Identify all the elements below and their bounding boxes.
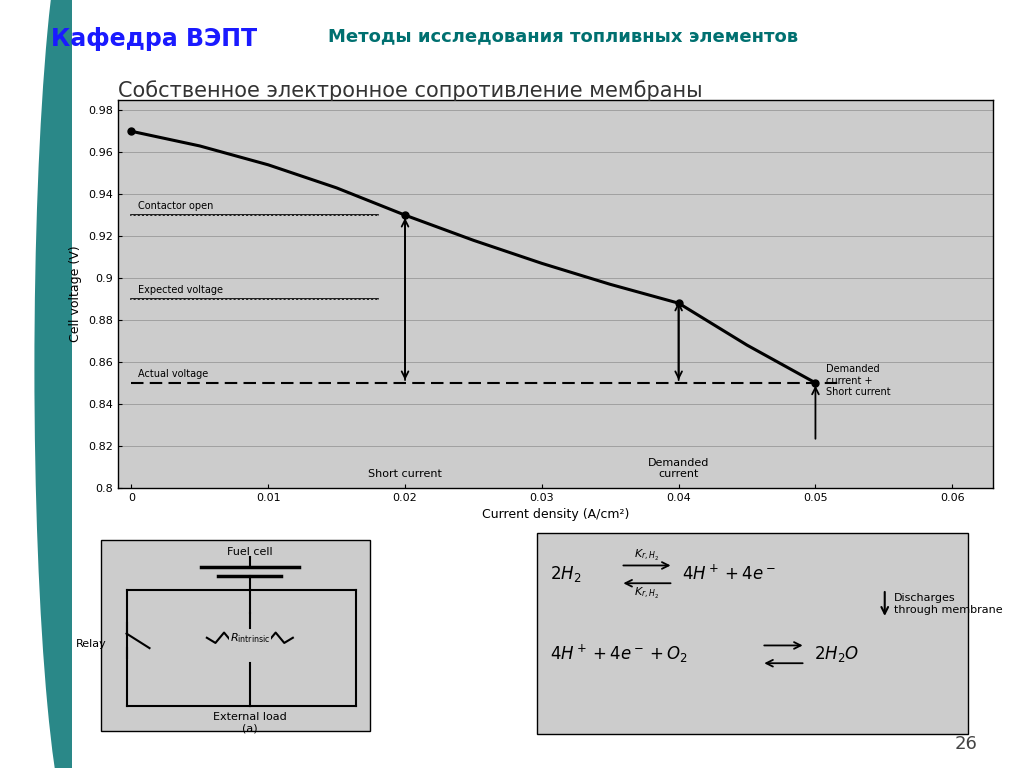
Text: (a): (a) bbox=[242, 724, 258, 734]
Text: External load: External load bbox=[213, 711, 287, 722]
Text: Собственное электронное сопротивление мембраны: Собственное электронное сопротивление ме… bbox=[118, 81, 702, 101]
Text: $2H_2$: $2H_2$ bbox=[550, 564, 582, 584]
Text: Методы исследования топливных элементов: Методы исследования топливных элементов bbox=[328, 27, 798, 45]
Text: Fuel cell: Fuel cell bbox=[227, 547, 272, 557]
Text: Expected voltage: Expected voltage bbox=[138, 285, 223, 295]
Text: Actual voltage: Actual voltage bbox=[138, 369, 209, 379]
Text: $K_{r,H_2}$: $K_{r,H_2}$ bbox=[634, 548, 659, 563]
Text: $4H^+ + 4e^- + O_2$: $4H^+ + 4e^- + O_2$ bbox=[550, 643, 688, 666]
Text: Short current: Short current bbox=[368, 469, 442, 479]
Text: Кафедра ВЭПТ: Кафедра ВЭПТ bbox=[51, 27, 257, 51]
Text: $4H^+ + 4e^-$: $4H^+ + 4e^-$ bbox=[682, 564, 776, 584]
Text: $2H_2O$: $2H_2O$ bbox=[814, 644, 860, 664]
Text: $R_{\rm intrinsic}$: $R_{\rm intrinsic}$ bbox=[229, 631, 270, 644]
Text: Demanded
current: Demanded current bbox=[648, 458, 710, 479]
Text: Demanded
current +
Short current: Demanded current + Short current bbox=[826, 364, 891, 397]
X-axis label: Current density (A/cm²): Current density (A/cm²) bbox=[482, 508, 629, 521]
Text: Discharges
through membrane: Discharges through membrane bbox=[894, 593, 1002, 614]
Wedge shape bbox=[35, 0, 79, 768]
Text: Contactor open: Contactor open bbox=[138, 201, 214, 211]
Text: Relay: Relay bbox=[76, 639, 106, 649]
Text: $K_{r,H_2}$: $K_{r,H_2}$ bbox=[634, 586, 659, 601]
Y-axis label: Cell voltage (V): Cell voltage (V) bbox=[70, 246, 83, 342]
Text: 26: 26 bbox=[955, 735, 978, 753]
